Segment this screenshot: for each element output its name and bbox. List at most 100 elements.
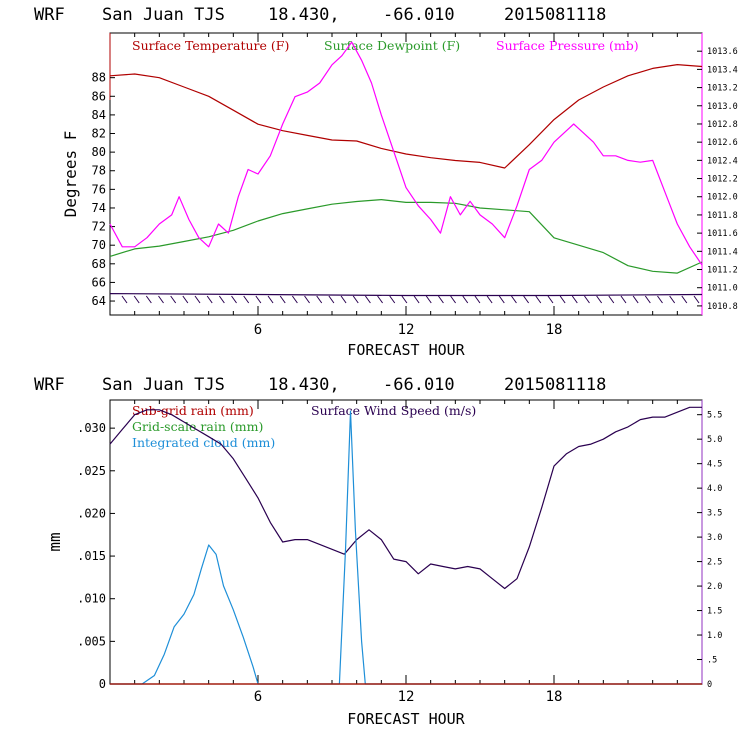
top-y-axis-label: Degrees F	[61, 131, 80, 218]
top-wind-barbs	[121, 295, 700, 304]
wind-barb-mark	[620, 295, 627, 304]
top-right-tick-label: 1011.6	[707, 229, 738, 239]
top-left-tick-label: 68	[92, 257, 106, 271]
wind-barb-mark	[340, 295, 347, 304]
bottom-header-lat: 18.430,	[268, 375, 340, 395]
wind-barb-mark	[547, 295, 554, 304]
wind-barb-mark	[584, 295, 590, 304]
top-right-tick-label: 1012.8	[707, 120, 738, 130]
wind-barb-mark	[657, 295, 663, 304]
wind-barb-mark	[267, 295, 274, 304]
top-left-tick-label: 86	[92, 89, 106, 103]
top-right-tick-label: 1013.6	[707, 47, 738, 57]
wind-barb-mark	[291, 295, 298, 304]
top-right-tick-label: 1012.2	[707, 175, 738, 185]
top-line-surface-pressure-mb	[109, 41, 703, 266]
wind-barb-mark	[316, 295, 323, 304]
wind-barb-mark	[644, 295, 651, 304]
bottom-line-surface-wind-speed-m-s	[109, 406, 702, 590]
top-right-tick-label: 1012.0	[707, 193, 738, 203]
top-right-tick-label: 1011.8	[707, 211, 738, 221]
wind-barb-mark	[133, 295, 140, 304]
wind-barb-mark	[498, 295, 505, 304]
bottom-header-run: 2015081118	[504, 375, 606, 395]
top-left-tick-label: 78	[92, 164, 106, 178]
bottom-legend-gridscale-rain: Grid-scale rain (mm)	[132, 419, 263, 434]
top-left-tick-label: 76	[92, 182, 106, 196]
bottom-right-tick-label: 2.5	[707, 558, 722, 568]
wind-barb-mark	[401, 295, 408, 304]
top-plot-frame	[109, 32, 703, 316]
bottom-x-tick-label: 6	[254, 689, 262, 705]
bottom-header-lon: -66.010	[383, 375, 455, 395]
bottom-x-tick-label: 18	[546, 689, 563, 705]
top-left-tick-label: 88	[92, 71, 106, 85]
wind-barb-mark	[231, 295, 237, 304]
bottom-right-tick-label: 4.0	[707, 484, 722, 494]
top-left-tick-label: 82	[92, 127, 106, 141]
top-header-run: 2015081118	[504, 5, 606, 25]
bottom-x-ticks: 6 12 18	[134, 400, 678, 705]
wind-barb-mark	[413, 295, 420, 304]
top-legend-pressure: Surface Pressure (mb)	[496, 38, 639, 53]
wind-barb-mark	[425, 295, 432, 304]
top-left-tick-label: 74	[92, 201, 106, 215]
wind-barb-mark	[486, 295, 493, 304]
wind-barb-mark	[681, 295, 688, 304]
wind-barb-mark	[450, 295, 457, 304]
wind-barb-mark	[511, 295, 517, 304]
wind-barb-mark	[462, 295, 469, 304]
top-left-ticks: 64 66 68 70 72 74 76 78 80 82 84 86 88	[92, 71, 115, 308]
top-header-model: WRF	[34, 5, 65, 25]
bottom-left-tick-label: .015	[77, 549, 106, 563]
wind-barb-mark	[279, 295, 286, 304]
bottom-line-integrated-cloud-mm	[110, 410, 702, 685]
top-left-tick-label: 64	[92, 294, 106, 308]
top-line-surface-temperature-f	[109, 63, 703, 169]
top-legend-temperature: Surface Temperature (F)	[132, 38, 289, 53]
wind-barb-mark	[206, 295, 213, 304]
wind-barb-mark	[182, 295, 189, 304]
bottom-right-tick-label: .5	[707, 656, 717, 666]
wind-barb-mark	[389, 295, 396, 304]
top-line-surface-dewpoint-f	[109, 199, 703, 274]
wind-barb-mark	[145, 295, 152, 304]
bottom-right-tick-label: 2.0	[707, 582, 722, 592]
top-left-tick-label: 80	[92, 145, 106, 159]
bottom-left-tick-label: .025	[77, 464, 106, 478]
top-line-series-3	[109, 293, 703, 297]
top-right-tick-label: 1013.2	[707, 84, 738, 94]
wind-barb-mark	[194, 295, 201, 304]
wind-barb-mark	[559, 295, 566, 304]
top-x-tick-label: 12	[398, 322, 415, 338]
wind-barb-mark	[474, 295, 481, 304]
wind-barb-mark	[669, 295, 676, 304]
bottom-right-tick-label: 5.0	[707, 435, 722, 445]
top-header-lat: 18.430,	[268, 5, 340, 25]
bottom-left-tick-label: .020	[77, 506, 106, 520]
wind-barb-mark	[364, 295, 371, 304]
top-chart: WRF San Juan TJS 18.430, -66.010 2015081…	[34, 5, 738, 359]
wind-barb-mark	[632, 295, 639, 304]
wind-barb-mark	[596, 295, 603, 304]
bottom-legend-subgrid-rain: Sub-grid rain (mm)	[132, 403, 254, 418]
bottom-left-tick-label: .030	[77, 421, 106, 435]
top-right-tick-label: 1012.4	[707, 156, 738, 166]
bottom-right-tick-label: 3.0	[707, 533, 722, 543]
top-legend-dewpoint: Surface Dewpoint (F)	[324, 38, 460, 53]
bottom-right-tick-label: 3.5	[707, 509, 722, 519]
wind-barb-mark	[377, 295, 383, 304]
bottom-header-site: San Juan TJS	[102, 375, 225, 395]
top-right-tick-label: 1013.0	[707, 102, 738, 112]
wind-barb-mark	[218, 295, 225, 304]
bottom-legend-cloud: Integrated cloud (mm)	[132, 435, 275, 450]
top-header-site: San Juan TJS	[102, 5, 225, 25]
top-x-tick-label: 6	[254, 322, 262, 338]
top-right-tick-label: 1013.4	[707, 65, 738, 75]
bottom-right-tick-label: 0	[707, 680, 712, 690]
top-right-tick-label: 1011.4	[707, 247, 738, 257]
top-left-tick-label: 84	[92, 108, 106, 122]
wind-barb-mark	[121, 295, 128, 304]
top-left-tick-label: 66	[92, 275, 106, 289]
